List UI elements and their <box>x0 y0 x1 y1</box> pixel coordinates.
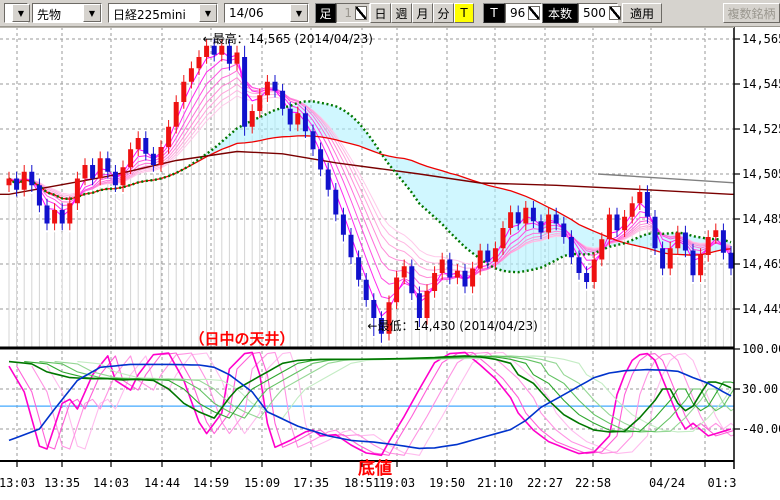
svg-text:14,565: 14,565 <box>742 32 780 46</box>
svg-text:04/24: 04/24 <box>649 476 685 490</box>
spinner-icon[interactable] <box>355 6 367 20</box>
annotations-layer: ←最高：14,565 (2014/04/23) ←最低：14,430 (2014/… <box>189 31 537 479</box>
category-combobox[interactable]: 先物 ▼ <box>32 3 102 23</box>
symbol-combobox[interactable]: 日経225mini ▼ <box>108 3 218 23</box>
contract-month-value: 14/06 <box>229 6 264 20</box>
svg-text:17:35: 17:35 <box>293 476 329 490</box>
svg-text:-40.00: -40.00 <box>742 422 780 436</box>
svg-text:14,525: 14,525 <box>742 122 780 136</box>
mini-combobox[interactable]: ▼ <box>4 3 30 23</box>
svg-text:19:03: 19:03 <box>379 476 415 490</box>
tick-count-value: 96 <box>510 6 526 20</box>
category-value: 先物 <box>37 8 62 22</box>
svg-text:15:09: 15:09 <box>244 476 280 490</box>
axes-layer: 14,565 14,545 14,525 14,505 14,485 14,465 14,4… <box>0 27 780 490</box>
svg-text:14,465: 14,465 <box>742 257 780 271</box>
bar-count-mode-button[interactable]: 本数 <box>542 3 578 23</box>
weekly-button[interactable]: 週 <box>391 3 412 23</box>
oscillator-layer <box>0 351 734 457</box>
interval-field[interactable]: 1 <box>336 3 370 23</box>
candles-layer <box>6 39 734 343</box>
symbol-value: 日経225mini <box>113 8 186 22</box>
svg-text:14,485: 14,485 <box>742 212 780 226</box>
ceiling-annotation: （日中の天井） <box>189 330 294 348</box>
chevron-down-icon[interactable]: ▼ <box>12 4 30 22</box>
bar-stripes-layer <box>8 63 732 347</box>
mini-combobox-value <box>5 4 12 22</box>
spinner-icon[interactable] <box>528 6 541 20</box>
svg-text:13:35: 13:35 <box>44 476 80 490</box>
minute-button[interactable]: 分 <box>433 3 454 23</box>
price-chart-svg[interactable]: 14,565 14,545 14,525 14,505 14,485 14,465 14,4… <box>0 27 780 500</box>
svg-text:22:58: 22:58 <box>575 476 611 490</box>
chevron-down-icon[interactable]: ▼ <box>83 4 101 22</box>
toolbar: ▼ 先物 ▼ 日経225mini ▼ 14/06 ▼ 足 1 日 週 月 分 T… <box>0 0 780 27</box>
svg-text:14,445: 14,445 <box>742 302 780 316</box>
chevron-down-icon[interactable]: ▼ <box>290 4 308 22</box>
svg-text:22:27: 22:27 <box>527 476 563 490</box>
tick-toggle-button[interactable]: T <box>454 3 474 23</box>
daily-button[interactable]: 日 <box>370 3 391 23</box>
svg-text:19:50: 19:50 <box>429 476 465 490</box>
low-annotation: ←最低：14,430 (2014/04/23) <box>367 319 537 333</box>
svg-text:18:51: 18:51 <box>344 476 380 490</box>
svg-text:21:10: 21:10 <box>477 476 513 490</box>
apply-button[interactable]: 適用 <box>622 3 662 23</box>
svg-text:14:44: 14:44 <box>144 476 180 490</box>
bar-count-value: 500 <box>583 6 606 20</box>
svg-text:01:3: 01:3 <box>708 476 737 490</box>
svg-text:13:03: 13:03 <box>0 476 35 490</box>
tick-mode-button[interactable]: T <box>483 3 505 23</box>
bottom-annotation: 底値 <box>358 458 392 479</box>
svg-text:30.00: 30.00 <box>742 382 778 396</box>
svg-text:14,505: 14,505 <box>742 167 780 181</box>
bar-count-field[interactable]: 500 <box>578 3 621 23</box>
svg-text:100.00: 100.00 <box>742 342 780 356</box>
svg-text:14,545: 14,545 <box>742 77 780 91</box>
svg-text:14:59: 14:59 <box>193 476 229 490</box>
high-annotation: ←最高：14,565 (2014/04/23) <box>203 31 373 46</box>
bar-type-button[interactable]: 足 <box>315 3 336 23</box>
multi-symbol-button[interactable]: 複数銘柄 <box>723 3 780 23</box>
interval-value: 1 <box>344 6 352 20</box>
svg-text:14:03: 14:03 <box>93 476 129 490</box>
overlay-layer <box>0 50 734 317</box>
spinner-icon[interactable] <box>608 6 621 20</box>
chevron-down-icon[interactable]: ▼ <box>199 4 217 22</box>
chart-area[interactable]: 14,565 14,545 14,525 14,505 14,485 14,465 14,4… <box>0 27 780 500</box>
monthly-button[interactable]: 月 <box>412 3 433 23</box>
tick-count-field[interactable]: 96 <box>505 3 542 23</box>
contract-month-combobox[interactable]: 14/06 ▼ <box>224 3 309 23</box>
